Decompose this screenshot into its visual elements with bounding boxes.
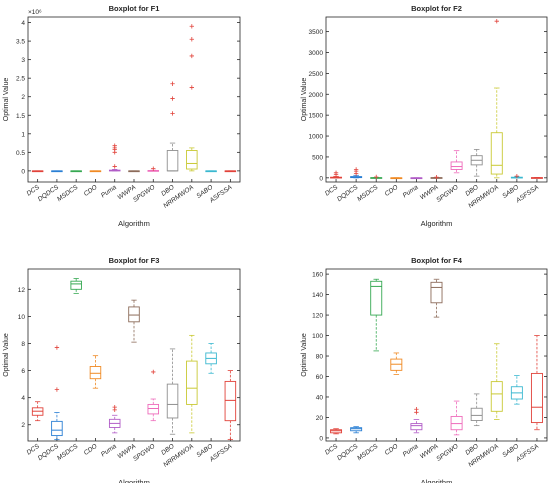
outlier-point	[170, 96, 175, 101]
box-iqr	[490, 381, 503, 412]
chart-title: Boxplot for F3	[109, 256, 160, 265]
y-tick-label: 3500	[309, 29, 324, 36]
y-tick-label: 1	[21, 131, 25, 138]
y-tick-label: 20	[316, 415, 324, 422]
outlier-point	[54, 387, 60, 392]
y-tick-label: 12	[18, 287, 26, 294]
box-iqr	[186, 150, 198, 170]
y-tick-label: 2	[21, 94, 25, 101]
outlier-point	[189, 24, 195, 29]
y-tick-label: 4	[21, 20, 25, 27]
y-tick-label: 2000	[309, 92, 324, 99]
y-tick-label: 0	[319, 435, 323, 442]
y-tick-label: 1000	[309, 134, 324, 141]
box-iqr	[89, 366, 102, 380]
box-iqr	[450, 415, 463, 431]
outlier-point	[112, 404, 117, 410]
outlier-point	[414, 407, 419, 412]
outlier-point	[494, 18, 499, 24]
outlier-point	[151, 369, 156, 375]
outlier-point	[353, 167, 359, 172]
y-tick-label: 40	[316, 394, 324, 401]
outlier-point	[514, 173, 520, 179]
chart-title: Boxplot for F4	[411, 256, 463, 265]
y-tick-label: 0.5	[16, 150, 25, 157]
outlier-point	[112, 143, 117, 148]
y-tick-label: 1500	[309, 113, 324, 120]
y-tick-label: 120	[312, 313, 323, 320]
outlier-point	[151, 166, 156, 171]
outlier-point	[54, 345, 60, 350]
y-axis-label: Optimal Value	[301, 78, 308, 122]
outlier-point	[170, 81, 175, 86]
box-iqr	[370, 280, 383, 316]
box-iqr	[470, 407, 483, 421]
box-iqr	[490, 132, 503, 175]
box-iqr	[390, 358, 403, 371]
outlier-point	[189, 37, 195, 42]
chart-title: Boxplot for F2	[411, 4, 462, 13]
y-tick-label: 2	[21, 422, 25, 429]
box-iqr	[530, 372, 543, 424]
y-tick-label: 0	[21, 168, 25, 175]
box-iqr	[430, 281, 443, 304]
box-iqr	[128, 306, 140, 323]
box-iqr	[70, 280, 82, 290]
x-axis-label: Algorithm	[118, 219, 150, 228]
x-axis-label: Algorithm	[421, 478, 453, 483]
y-tick-label: 10	[18, 314, 26, 321]
y-tick-label: 100	[312, 333, 323, 340]
y-axis-label: Optimal Value	[3, 333, 10, 377]
y-tick-label: 3000	[309, 50, 324, 57]
box-iqr	[186, 360, 198, 405]
y-tick-label: 500	[312, 154, 323, 161]
box-iqr	[147, 403, 160, 415]
y-exponent-label: ×10⁶	[28, 9, 42, 16]
box-iqr	[350, 427, 363, 432]
y-tick-label: 4	[21, 395, 25, 402]
y-axis-label: Optimal Value	[3, 78, 10, 122]
y-tick-label: 6	[21, 368, 25, 375]
box-iqr	[51, 420, 63, 437]
y-tick-label: 3	[21, 57, 25, 64]
x-axis-label: Algorithm	[421, 219, 453, 228]
outlier-point	[189, 85, 195, 90]
y-tick-label: 80	[316, 354, 324, 361]
y-tick-label: 2500	[309, 71, 324, 78]
outlier-point	[189, 53, 195, 59]
y-tick-label: 8	[21, 341, 25, 348]
box-iqr	[450, 161, 463, 170]
y-tick-label: 160	[312, 272, 323, 279]
outlier-point	[374, 174, 379, 180]
box-iqr	[330, 429, 343, 434]
y-tick-label: 60	[316, 374, 324, 381]
outlier-point	[333, 170, 339, 176]
box-iqr	[224, 380, 237, 422]
y-tick-label: 140	[312, 292, 323, 299]
y-tick-label: 3.5	[16, 39, 25, 46]
box-iqr	[410, 423, 423, 431]
y-tick-label: 1.5	[16, 113, 25, 120]
outlier-point	[170, 111, 175, 116]
y-tick-label: 2.5	[16, 76, 25, 83]
y-axis-label: Optimal Value	[301, 333, 308, 377]
chart-title: Boxplot for F1	[109, 4, 160, 13]
x-axis-label: Algorithm	[118, 478, 150, 483]
box-iqr	[166, 383, 179, 419]
outlier-point	[434, 174, 439, 180]
y-tick-label: 0	[319, 175, 323, 182]
outlier-point	[112, 164, 117, 169]
